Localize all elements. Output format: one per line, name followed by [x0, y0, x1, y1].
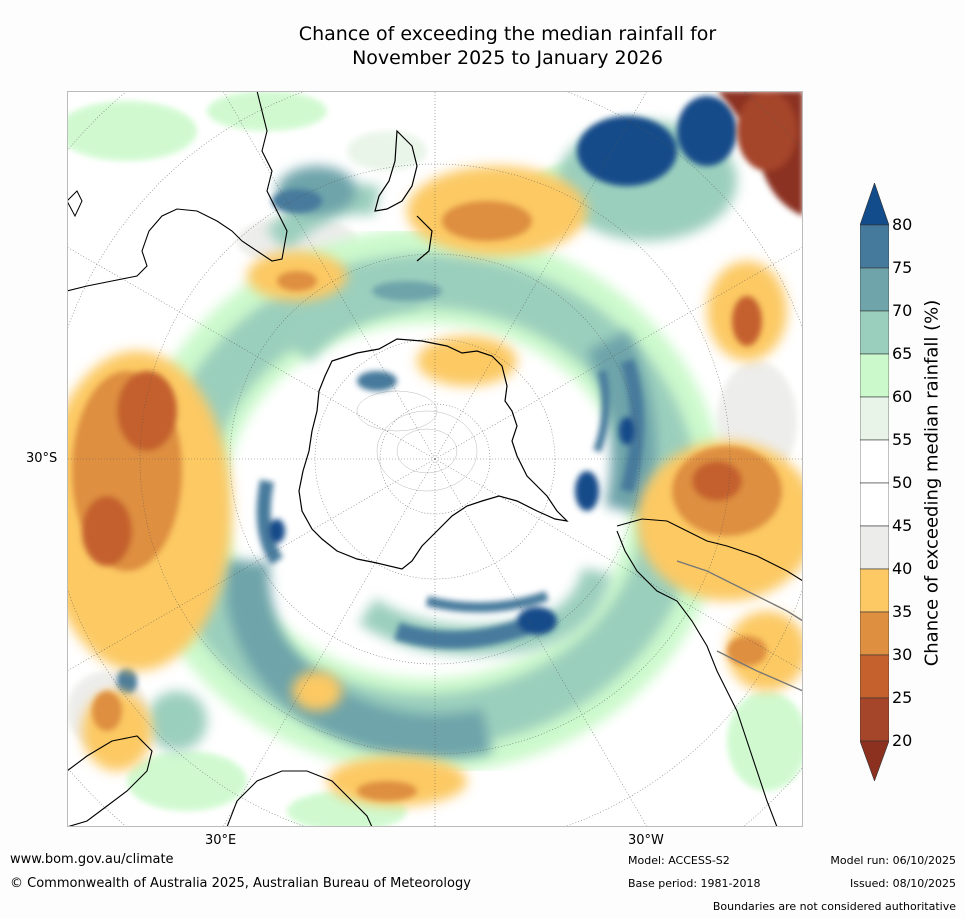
boundaries-disclaimer: Boundaries are not considered authoritat…: [712, 900, 956, 913]
new-zealand-outline: [374, 129, 433, 262]
colorbar-tick-label: 35: [892, 602, 913, 621]
dry-strong: [72, 91, 803, 801]
colorbar-tick-label: 70: [892, 301, 913, 320]
south-america-borders: [676, 560, 803, 692]
wet-strong: [117, 96, 737, 695]
copyright-text: © Commonwealth of Australia 2025, Austra…: [10, 876, 471, 891]
madagascar-outline: [67, 190, 83, 218]
colorbar-segment: [860, 611, 889, 656]
colorbar-tick-label: 45: [892, 516, 913, 535]
model-name: Model: ACCESS-S2: [628, 854, 730, 867]
colorbar-segment: [860, 697, 889, 742]
colorbar-segment: [860, 568, 889, 613]
colorbar-arrow-bottom: [860, 740, 889, 781]
colorbar-segment: [860, 439, 889, 484]
colorbar-segment: [860, 310, 889, 355]
south-america-outline: [616, 518, 803, 827]
colorbar: [860, 183, 889, 781]
colorbar-tick-label: 40: [892, 559, 913, 578]
colorbar-segment: [860, 267, 889, 312]
colorbar-tick-label: 80: [892, 215, 913, 234]
base-period: Base period: 1981-2018: [628, 877, 761, 890]
colorbar-tick-label: 30: [892, 645, 913, 664]
antarctica-outline: [298, 338, 569, 570]
longitude-label-30w: 30°W: [628, 833, 664, 848]
colorbar-segment: [860, 525, 889, 570]
colorbar-segment: [860, 654, 889, 699]
colorbar-title: Chance of exceeding median rainfall (%): [921, 299, 943, 667]
colorbar-arrow-top: [860, 183, 889, 226]
colorbar-segment: [860, 224, 889, 269]
polar-rainfall-map: [67, 91, 803, 827]
africa-outline: [67, 735, 373, 827]
website-url: www.bom.gov.au/climate: [10, 852, 174, 867]
colorbar-segment: [860, 482, 889, 527]
title-line-1: Chance of exceeding the median rainfall …: [298, 23, 717, 45]
colorbar-tick-label: 65: [892, 344, 913, 363]
issued-date: Issued: 08/10/2025: [849, 877, 956, 890]
colorbar-tick-label: 60: [892, 387, 913, 406]
map-frame: [67, 91, 803, 827]
colorbar-tick-label: 75: [892, 258, 913, 277]
colorbar-tick-label: 25: [892, 688, 913, 707]
colorbar-tick-label: 20: [892, 731, 913, 750]
colorbar-tick-label: 50: [892, 473, 913, 492]
longitude-label-30e: 30°E: [205, 833, 237, 848]
australia-outline: [67, 91, 288, 292]
colorbar-tick-label: 55: [892, 430, 913, 449]
latitude-label-30s: 30°S: [26, 451, 58, 466]
graticule: [67, 91, 803, 827]
colorbar-segment: [860, 396, 889, 441]
colorbar-segment: [860, 353, 889, 398]
antarctic-interior-contours: [356, 390, 478, 492]
map-title: Chance of exceeding the median rainfall …: [0, 22, 965, 70]
model-run-date: Model run: 06/10/2025: [830, 854, 956, 867]
title-line-2: November 2025 to January 2026: [352, 47, 663, 69]
